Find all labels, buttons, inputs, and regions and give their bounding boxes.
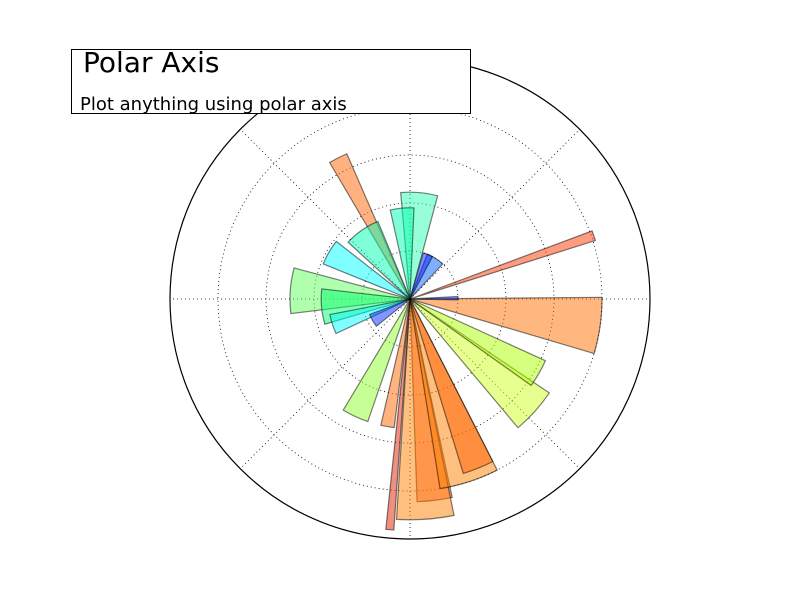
polar-bar-5 <box>380 298 411 429</box>
polar-bar-10 <box>409 295 459 301</box>
polar-bar-4 <box>409 298 494 475</box>
polar-bar-9 <box>409 296 603 355</box>
polar-bar-13 <box>409 252 434 300</box>
polar-bars <box>289 152 603 531</box>
polar-bar-15 <box>389 207 415 300</box>
chart-subtitle: Plot anything using polar axis <box>80 94 347 115</box>
polar-bar-11 <box>409 230 597 300</box>
angular-grid-line-5 <box>240 298 411 469</box>
polar-bar-8 <box>409 298 547 387</box>
polar-bar-7 <box>409 298 551 429</box>
polar-bar-17 <box>347 220 411 300</box>
polar-bar-6 <box>342 298 411 423</box>
chart-title: Polar Axis <box>83 46 220 79</box>
title-box: Polar Axis Plot anything using polar axi… <box>71 49 471 114</box>
polar-bar-18 <box>322 240 411 300</box>
angular-grid-line-1 <box>409 129 580 300</box>
polar-bar-22 <box>368 298 411 328</box>
polar-bar-2 <box>385 298 411 531</box>
